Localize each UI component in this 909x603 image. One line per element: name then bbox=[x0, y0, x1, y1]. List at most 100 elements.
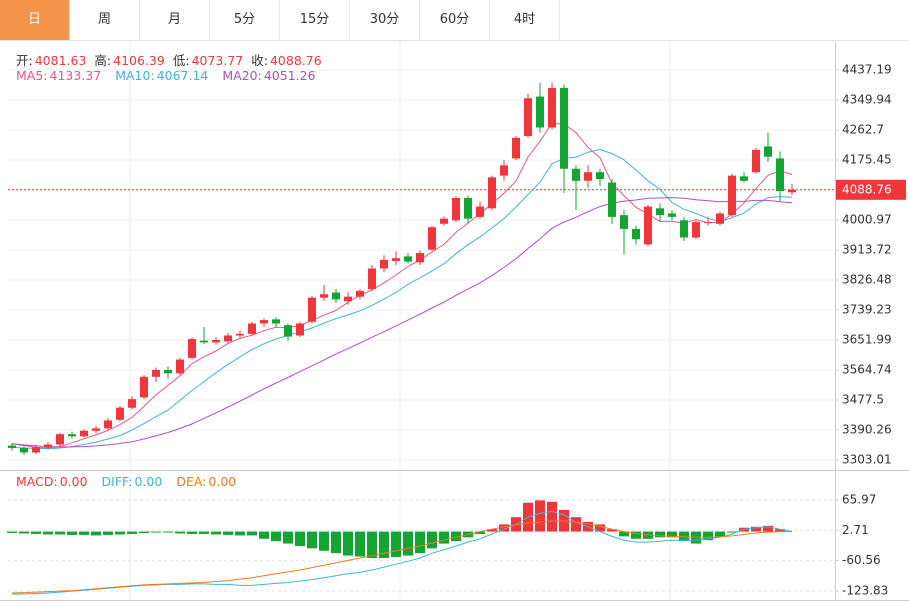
macd-bar bbox=[403, 531, 413, 556]
candle-body bbox=[440, 218, 448, 224]
candle-body bbox=[464, 197, 472, 219]
macd-bar bbox=[703, 531, 713, 541]
macd-bar bbox=[7, 531, 17, 534]
macd-bar bbox=[163, 531, 173, 533]
legend-name: DIFF: bbox=[101, 474, 133, 489]
macd-bar bbox=[535, 500, 545, 532]
period-tab[interactable]: 日 bbox=[0, 0, 70, 40]
period-tab[interactable]: 周 bbox=[70, 0, 140, 40]
macd-bar bbox=[19, 531, 29, 534]
candle-body bbox=[776, 158, 784, 192]
candle-body bbox=[572, 168, 580, 181]
macd-bar bbox=[259, 531, 269, 539]
period-tab[interactable]: 月 bbox=[140, 0, 210, 40]
macd-bar bbox=[775, 529, 785, 532]
candle-body bbox=[596, 172, 604, 180]
y-tick-label: 3390.26 bbox=[842, 422, 892, 436]
candle-body bbox=[128, 399, 136, 408]
period-tab[interactable]: 4时 bbox=[490, 0, 560, 40]
readout-value: 4081.63 bbox=[34, 53, 87, 68]
readout-label: 高: bbox=[94, 53, 112, 68]
y-tick-label: 4349.94 bbox=[842, 93, 892, 107]
macd-bar bbox=[367, 531, 377, 558]
y-tick-label: -123.83 bbox=[842, 584, 888, 598]
legend-value: 4067.14 bbox=[156, 68, 209, 83]
period-tab[interactable]: 5分 bbox=[210, 0, 280, 40]
candle-body bbox=[164, 369, 172, 374]
y-tick-label: 4175.45 bbox=[842, 153, 892, 167]
macd-bar bbox=[247, 531, 257, 536]
candle-body bbox=[512, 137, 520, 159]
ma-readout: MA5: 4133.37 MA10: 4067.14 MA20: 4051.26 bbox=[16, 68, 330, 83]
candle-body bbox=[716, 213, 724, 224]
candle-body bbox=[248, 323, 256, 334]
candle-body bbox=[308, 297, 316, 322]
ohlc-readout: 开: 4081.63 高: 4106.39 低: 4073.77 收: 4088.76 bbox=[16, 50, 330, 69]
candle-body bbox=[680, 220, 688, 238]
macd-bar bbox=[571, 517, 581, 532]
candle-body bbox=[200, 340, 208, 343]
candle-body bbox=[92, 428, 100, 431]
y-tick-label: 65.97 bbox=[842, 492, 876, 506]
candle-body bbox=[728, 175, 736, 216]
legend-name: MA5: bbox=[16, 68, 48, 83]
macd-bar bbox=[343, 531, 353, 556]
macd-bar bbox=[427, 531, 437, 549]
candle-body bbox=[488, 177, 496, 209]
period-tab[interactable]: 30分 bbox=[350, 0, 420, 40]
readout-label: 低: bbox=[172, 53, 190, 68]
macd-bar bbox=[391, 531, 401, 558]
candle-body bbox=[188, 338, 196, 358]
candle-body bbox=[560, 87, 568, 169]
candle-body bbox=[68, 434, 76, 437]
candle-body bbox=[404, 256, 412, 262]
macd-bar bbox=[271, 531, 281, 542]
macd-bar bbox=[499, 524, 509, 532]
macd-bar bbox=[103, 531, 113, 535]
candle-body bbox=[260, 320, 268, 324]
candle-body bbox=[740, 176, 748, 181]
macd-bar bbox=[79, 531, 89, 535]
macd-bar bbox=[727, 531, 737, 533]
legend-name: MACD: bbox=[16, 474, 58, 489]
readout-value: 4073.77 bbox=[191, 53, 244, 68]
macd-line bbox=[12, 510, 793, 595]
candle-body bbox=[632, 228, 640, 240]
candle-body bbox=[752, 149, 760, 173]
macd-bar bbox=[43, 531, 53, 535]
candle-body bbox=[284, 325, 292, 337]
macd-bar bbox=[31, 531, 41, 534]
candle-body bbox=[524, 98, 532, 137]
candle-body bbox=[332, 292, 340, 300]
y-tick-label: 3739.23 bbox=[842, 303, 892, 317]
legend-value: 0.00 bbox=[134, 474, 163, 489]
macd-bar bbox=[451, 531, 461, 542]
y-tick-label: 4000.97 bbox=[842, 212, 892, 226]
last-price-label: 4088.76 bbox=[842, 182, 892, 196]
macd-bar bbox=[595, 524, 605, 532]
legend-value: 0.00 bbox=[208, 474, 237, 489]
macd-bar bbox=[307, 531, 317, 549]
macd-bar bbox=[487, 529, 497, 532]
candle-body bbox=[272, 319, 280, 324]
candle-body bbox=[584, 172, 592, 181]
macd-bar bbox=[439, 531, 449, 544]
macd-bar bbox=[187, 531, 197, 534]
readout-value: 4088.76 bbox=[269, 53, 322, 68]
macd-bar bbox=[763, 525, 773, 532]
candle-body bbox=[692, 222, 700, 238]
macd-bar bbox=[235, 531, 245, 536]
readout-value: 4106.39 bbox=[113, 53, 165, 68]
candle-body bbox=[116, 407, 124, 420]
period-tab[interactable]: 15分 bbox=[280, 0, 350, 40]
legend-value: 0.00 bbox=[59, 474, 88, 489]
macd-bar bbox=[379, 531, 389, 558]
macd-bar bbox=[547, 501, 557, 532]
period-tab[interactable]: 60分 bbox=[420, 0, 490, 40]
macd-bar bbox=[607, 529, 617, 532]
y-tick-label: -60.56 bbox=[842, 553, 881, 567]
candle-body bbox=[368, 268, 376, 290]
macd-bar bbox=[331, 531, 341, 554]
